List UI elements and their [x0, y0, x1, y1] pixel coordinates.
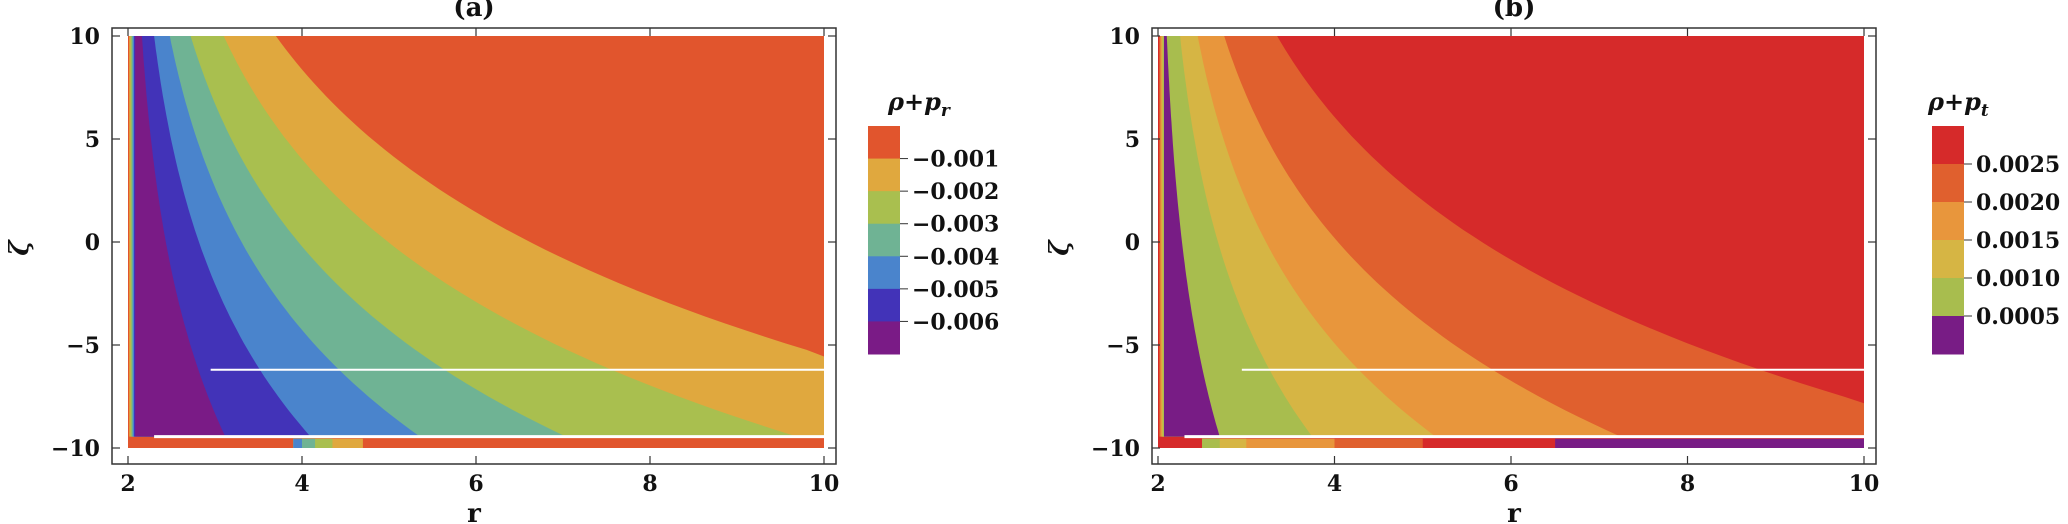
panel-b-y-tick-label: 10 [1109, 24, 1140, 50]
panel-b-legend-label: 0.0025 [1976, 152, 2060, 178]
panel-a-y-tick-label: 5 [85, 127, 100, 153]
panel-b-plot-area [1158, 36, 1864, 448]
panel-b-legend-swatch [1932, 164, 1964, 203]
panel-a-strip-tail [476, 438, 824, 448]
panel-a-strip-band-3 [293, 438, 316, 448]
panel-b-x-tick-label: 6 [1503, 471, 1518, 497]
panel-a-strip-band-4 [293, 438, 302, 448]
panel-b-legend: 0.0025 0.0020 0.0015 0.0010 0.0005 [1932, 126, 2060, 355]
panel-b-x-tick-label: 4 [1327, 471, 1342, 497]
panel-b-y-tick-label: 5 [1125, 127, 1140, 153]
panel-a-legend-label: −0.002 [912, 179, 999, 205]
panel-b-legend-swatch [1932, 278, 1964, 317]
panel-a-legend-swatch [868, 256, 900, 290]
panel-b-y-tick-label: 0 [1125, 230, 1140, 256]
panel-b-legend-label: 0.0005 [1976, 304, 2060, 330]
panel-b-legend-label: 0.0020 [1976, 190, 2060, 216]
panel-a-legend-label: −0.004 [912, 244, 999, 270]
panel-b-legend-swatch [1932, 240, 1964, 279]
panel-a-frame [111, 27, 837, 465]
panel-a-legend-label: −0.006 [912, 309, 999, 335]
panel-a-x-tick-label: 2 [120, 471, 135, 497]
panel-a-legend-swatch [868, 321, 900, 355]
panel-b-x-axis-label: r [1507, 499, 1521, 524]
panel-a-legend: −0.001 −0.002 −0.003 −0.004 −0.005 −0.006 [868, 126, 999, 355]
panel-a-legend-swatch [868, 223, 900, 257]
panel-a-y-axis-label: ζ [5, 239, 35, 256]
panel-a-x-axis-label: r [467, 499, 481, 524]
panel-b-strip-band-4 [1202, 438, 1220, 448]
panel-b-strip-tail [1555, 438, 1864, 448]
panel-b-y-tick-label: −5 [1106, 333, 1140, 359]
panel-a-x-tick-label: 6 [468, 471, 483, 497]
panel-a-y-tick-label: 10 [69, 24, 100, 50]
panel-b-legend-swatch [1932, 202, 1964, 241]
panel-b-frame [1151, 27, 1877, 465]
panel-a-legend-title: ρ+pr [887, 87, 951, 121]
panel-a-legend-label: −0.005 [912, 277, 999, 303]
panel-a-legend-swatch [868, 191, 900, 225]
panel-a-plot-area [128, 36, 824, 448]
panel-b-legend-label: 0.0015 [1976, 228, 2060, 254]
panel-a-legend-title-main: ρ+p [887, 87, 941, 116]
panel-b-x-tick-label: 2 [1150, 471, 1165, 497]
panel-a-y-tick-label: −5 [66, 333, 100, 359]
panel-b-band-4 [1162, 36, 1313, 437]
panel-a-y-tick-label: −10 [51, 436, 100, 462]
panel-b-legend-title-sub: t [1981, 101, 1989, 121]
panel-b-x-tick-label: 8 [1680, 471, 1695, 497]
panel-a-legend-label: −0.001 [912, 147, 999, 173]
panel-b-legend-title-main: ρ+p [1927, 87, 1981, 116]
panel-b-legend-swatch [1932, 126, 1964, 165]
panel-a-strip-band-0 [293, 438, 476, 448]
panel-a-legend-swatch [868, 158, 900, 192]
panel-a-legend-swatch [868, 126, 900, 160]
panel-b-legend-title: ρ+pt [1927, 87, 1989, 121]
panel-b-band-5 [1164, 36, 1220, 437]
panel-b-y-tick-label: −10 [1091, 436, 1140, 462]
panel-b-strip-band-3 [1202, 438, 1247, 448]
panel-b-x-tick-label: 10 [1849, 471, 1880, 497]
panel-b-legend-swatch [1932, 316, 1964, 355]
panel-a-x-tick-label: 8 [642, 471, 657, 497]
panel-a-legend-swatch [868, 288, 900, 322]
panel-a-legend-label: −0.003 [912, 212, 999, 238]
panel-a-band-6 [135, 36, 226, 437]
panel-a-legend-title-sub: r [941, 101, 951, 121]
panel-b-ticks: 2 4 6 8 10 10 5 0 −5 −10 [1091, 24, 1879, 497]
panel-a-x-tick-label: 4 [294, 471, 309, 497]
panel-b-title: (b) [1493, 0, 1536, 23]
panel-a-title: (a) [453, 0, 494, 23]
panel-a-ticks: 2 4 6 8 10 10 5 0 −5 −10 [51, 24, 839, 497]
panel-b-y-axis-label: ζ [1045, 239, 1075, 256]
panel-a-x-tick-label: 10 [809, 471, 840, 497]
panel-a-y-tick-label: 0 [85, 230, 100, 256]
panel-b-legend-label: 0.0010 [1976, 266, 2060, 292]
panel-b-strip-band-2 [1202, 438, 1335, 448]
